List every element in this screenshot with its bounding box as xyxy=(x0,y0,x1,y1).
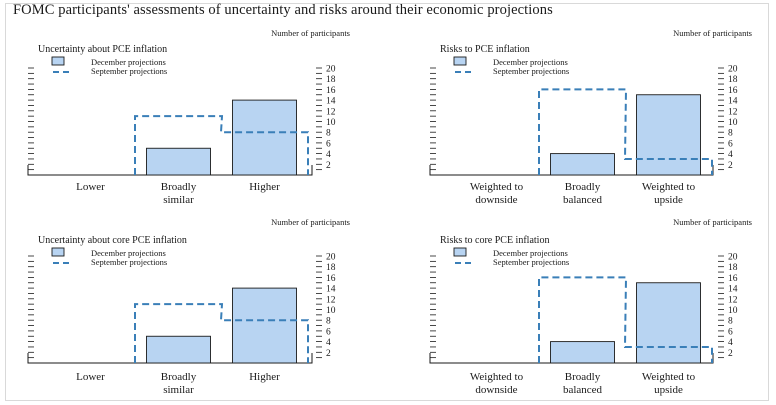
legend-swatch-december xyxy=(453,56,467,66)
y-tick-label: 14 xyxy=(326,97,336,107)
category-label: similar xyxy=(163,194,194,206)
bar-december-3 xyxy=(636,94,701,176)
y-tick-label: 4 xyxy=(728,150,733,160)
chart-panel-4: Number of participants Risks to core PCE … xyxy=(429,217,752,396)
category-label: balanced xyxy=(563,194,603,206)
y-tick-label: 16 xyxy=(326,274,336,284)
y-tick-label: 18 xyxy=(728,263,738,273)
y-tick-label: 2 xyxy=(728,349,733,359)
y-tick-label: 6 xyxy=(728,139,733,149)
bar-december-3 xyxy=(232,99,297,176)
category-label: Broadly xyxy=(565,371,601,383)
panel-title: Risks to PCE inflation xyxy=(440,44,530,55)
category-label: Weighted to xyxy=(470,371,524,383)
y-tick-label: 4 xyxy=(326,338,331,348)
category-label: upside xyxy=(654,384,683,396)
page-title: FOMC participants' assessments of uncert… xyxy=(13,2,553,18)
category-label: Weighted to xyxy=(470,181,524,193)
category-label: Lower xyxy=(76,181,105,193)
y-tick-label: 6 xyxy=(728,327,733,337)
y-tick-label: 20 xyxy=(326,253,336,263)
chart-panel-3: Number of participants Uncertainty about … xyxy=(27,217,350,396)
chart-panel-2: Number of participants Risks to PCE infla… xyxy=(429,28,752,206)
y-tick-label: 6 xyxy=(326,327,331,337)
y-tick-label: 20 xyxy=(326,65,336,75)
category-label: balanced xyxy=(563,384,603,396)
panel-title: Uncertainty about PCE inflation xyxy=(38,44,167,55)
category-label: similar xyxy=(163,384,194,396)
september-projections-line xyxy=(538,276,713,363)
legend-label-september: September projections xyxy=(493,66,569,76)
september-projections-line xyxy=(538,88,713,175)
category-label: Lower xyxy=(76,371,105,383)
y-tick-label: 12 xyxy=(326,295,336,305)
y-tick-label: 8 xyxy=(326,317,331,327)
y-tick-label: 14 xyxy=(728,285,738,295)
category-label: Weighted to xyxy=(642,181,696,193)
september-projections-line xyxy=(134,303,309,363)
legend-label-september: September projections xyxy=(493,257,569,267)
y-tick-label: 12 xyxy=(728,295,738,305)
chart-panel-1: Number of participants Uncertainty about … xyxy=(27,28,350,206)
figure-border xyxy=(5,3,769,401)
category-label: Higher xyxy=(249,371,280,383)
y-tick-label: 2 xyxy=(326,161,331,171)
y-tick-label: 18 xyxy=(326,75,336,85)
bar-december-2 xyxy=(550,153,615,176)
y-tick-label: 14 xyxy=(728,97,738,107)
bar-december-2 xyxy=(550,341,615,364)
units-label: Number of participants xyxy=(673,217,752,227)
y-tick-label: 8 xyxy=(326,129,331,139)
units-label: Number of participants xyxy=(271,217,350,227)
category-label: Higher xyxy=(249,181,280,193)
legend-label-september: September projections xyxy=(91,257,167,267)
y-tick-label: 4 xyxy=(326,150,331,160)
y-tick-label: 10 xyxy=(728,118,738,128)
y-tick-label: 8 xyxy=(728,129,733,139)
legend-swatch-december xyxy=(453,247,467,257)
legend-label-december: December projections xyxy=(493,57,568,67)
bar-december-3 xyxy=(636,282,701,364)
september-projections-line xyxy=(134,115,309,175)
legend-swatch-december xyxy=(51,56,65,66)
units-label: Number of participants xyxy=(271,28,350,38)
y-tick-label: 12 xyxy=(326,107,336,117)
y-tick-label: 6 xyxy=(326,139,331,149)
legend-label-december: December projections xyxy=(493,248,568,258)
y-tick-label: 20 xyxy=(728,65,738,75)
legend-label-december: December projections xyxy=(91,248,166,258)
bar-december-2 xyxy=(146,147,211,176)
y-tick-label: 16 xyxy=(728,86,738,96)
y-tick-label: 18 xyxy=(326,263,336,273)
y-tick-label: 18 xyxy=(728,75,738,85)
y-tick-label: 20 xyxy=(728,253,738,263)
y-tick-label: 14 xyxy=(326,285,336,295)
bar-december-3 xyxy=(232,287,297,364)
legend-label-december: December projections xyxy=(91,57,166,67)
panel-title: Uncertainty about core PCE inflation xyxy=(38,235,187,246)
y-tick-label: 8 xyxy=(728,317,733,327)
y-tick-label: 10 xyxy=(326,118,336,128)
y-tick-label: 10 xyxy=(728,306,738,316)
category-label: Weighted to xyxy=(642,371,696,383)
category-label: Broadly xyxy=(565,181,601,193)
category-label: upside xyxy=(654,194,683,206)
panel-title: Risks to core PCE inflation xyxy=(440,235,549,246)
legend-swatch-december xyxy=(51,247,65,257)
category-label: Broadly xyxy=(161,371,197,383)
y-tick-label: 16 xyxy=(728,274,738,284)
y-tick-label: 16 xyxy=(326,86,336,96)
bar-december-2 xyxy=(146,335,211,364)
y-tick-label: 12 xyxy=(728,107,738,117)
category-label: downside xyxy=(475,384,517,396)
y-tick-label: 10 xyxy=(326,306,336,316)
y-tick-label: 2 xyxy=(728,161,733,171)
units-label: Number of participants xyxy=(673,28,752,38)
y-tick-label: 4 xyxy=(728,338,733,348)
category-label: downside xyxy=(475,194,517,206)
y-tick-label: 2 xyxy=(326,349,331,359)
category-label: Broadly xyxy=(161,181,197,193)
legend-label-september: September projections xyxy=(91,66,167,76)
